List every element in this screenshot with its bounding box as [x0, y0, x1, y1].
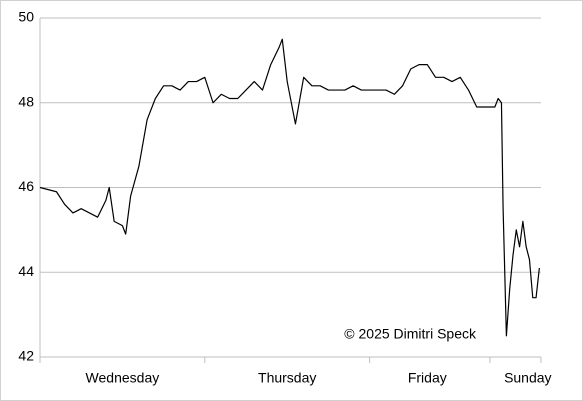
price-line: [39, 38, 540, 337]
x-tick-label: Friday: [408, 370, 447, 386]
x-tick-label: Thursday: [258, 370, 316, 386]
x-tick-label: Wednesday: [86, 370, 160, 386]
y-tick-label: 44: [18, 263, 34, 279]
y-tick-label: 50: [18, 9, 34, 25]
copyright: © 2025 Dimitri Speck: [344, 326, 477, 342]
y-tick-label: 42: [18, 348, 34, 364]
y-tick-label: 46: [18, 178, 34, 194]
y-tick-label: 48: [18, 93, 34, 109]
x-tick-label: Sunday: [504, 370, 551, 386]
